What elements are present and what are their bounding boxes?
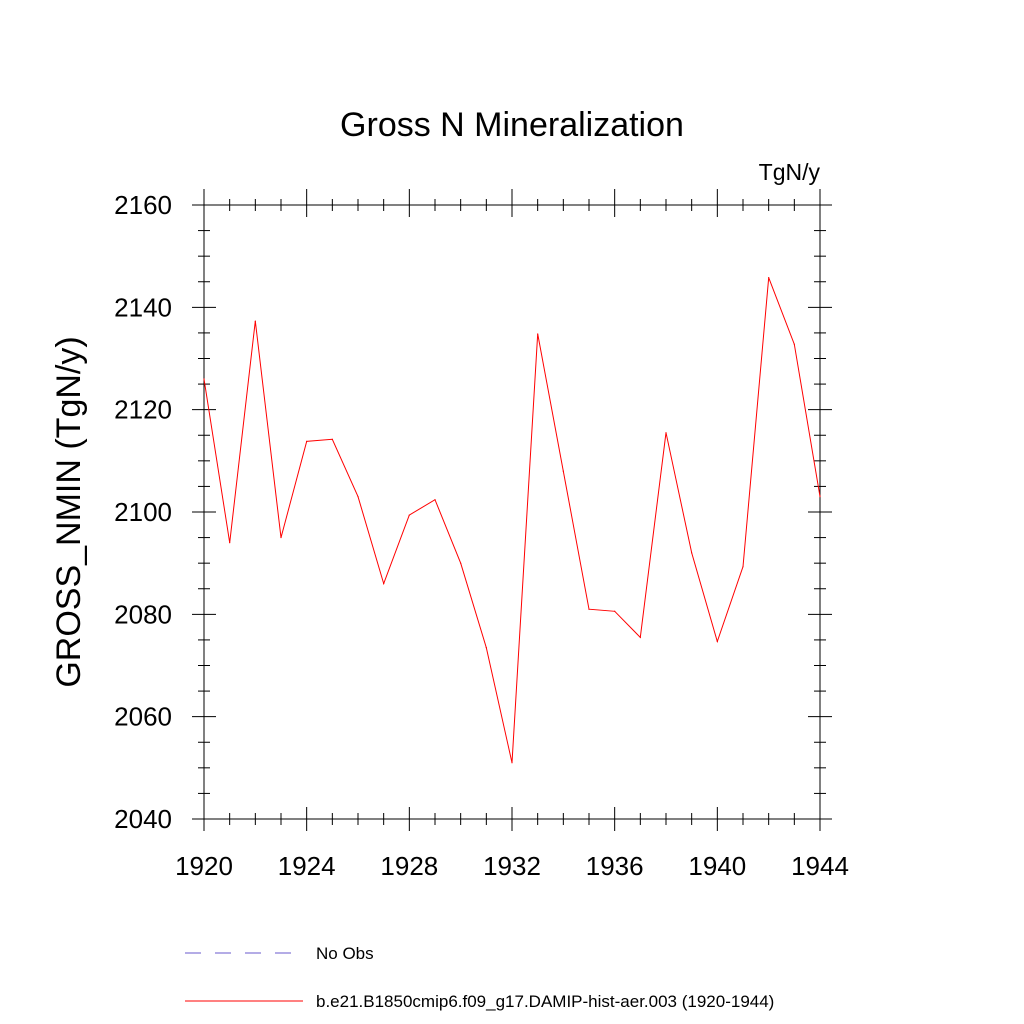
chart-title: Gross N Mineralization xyxy=(340,106,684,144)
x-tick-label: 1928 xyxy=(380,851,438,881)
data-point xyxy=(691,552,693,554)
plot-frame xyxy=(203,204,821,820)
data-point xyxy=(408,514,410,516)
data-point xyxy=(280,536,282,539)
data-point xyxy=(357,496,359,498)
data-point xyxy=(562,470,564,472)
data-point xyxy=(716,640,718,643)
y-axis-label: GROSS_NMIN (TgN/y) xyxy=(50,336,88,687)
y-tick-label: 2080 xyxy=(114,599,172,629)
data-point xyxy=(665,432,667,434)
x-tick-label: 1920 xyxy=(175,851,233,881)
data-point xyxy=(614,610,616,612)
data-point xyxy=(434,499,436,501)
y-tick-label: 2120 xyxy=(114,395,172,425)
y-tick-label: 2100 xyxy=(114,497,172,527)
data-point xyxy=(588,608,590,610)
x-tick-label: 1940 xyxy=(688,851,746,881)
data-point xyxy=(511,762,513,764)
data-point xyxy=(306,440,308,442)
data-point xyxy=(537,333,539,335)
y-tick-label: 2140 xyxy=(114,292,172,322)
data-point xyxy=(254,320,256,322)
data-point xyxy=(460,562,462,564)
data-point xyxy=(819,496,821,498)
axes: 2040 2060 2080 2100 2120 2140 2160 1920 1924 1928… xyxy=(114,189,849,881)
data-point xyxy=(203,378,205,380)
data-point xyxy=(768,277,770,279)
data-point xyxy=(331,438,333,440)
data-point xyxy=(742,566,744,568)
data-point xyxy=(793,343,795,345)
x-tick-label: 1944 xyxy=(791,851,849,881)
data-point xyxy=(485,646,487,649)
series-line-0 xyxy=(203,277,821,763)
x-tick-label: 1936 xyxy=(586,851,644,881)
series-layer xyxy=(203,277,821,764)
data-point xyxy=(639,636,641,638)
data-point xyxy=(229,542,231,544)
legend: No Obs b.e21.B1850cmip6.f09_g17.DAMIP-hi… xyxy=(185,944,774,1011)
data-point xyxy=(383,583,385,585)
legend-label-model-run: b.e21.B1850cmip6.f09_g17.DAMIP-hist-aer.… xyxy=(316,992,774,1011)
y-tick-label: 2160 xyxy=(114,190,172,220)
y-tick-label: 2040 xyxy=(114,804,172,834)
x-tick-label: 1932 xyxy=(483,851,541,881)
units-label: TgN/y xyxy=(759,159,821,185)
legend-label-no-obs: No Obs xyxy=(316,944,374,963)
x-tick-label: 1924 xyxy=(278,851,336,881)
y-tick-label: 2060 xyxy=(114,702,172,732)
